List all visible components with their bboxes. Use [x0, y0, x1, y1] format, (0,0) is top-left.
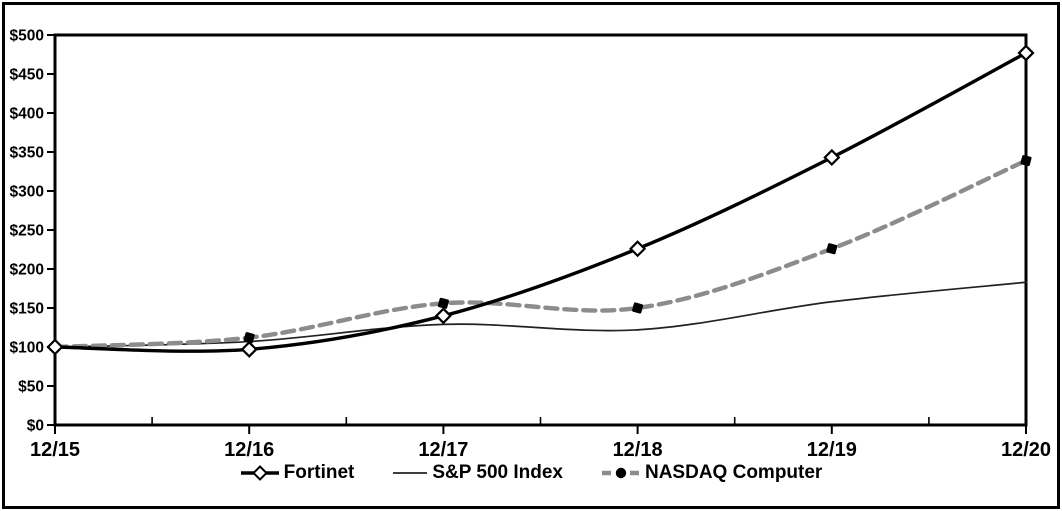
x-axis-tick-label: 12/20	[1001, 439, 1051, 461]
y-axis-tick-label: $0	[27, 418, 44, 435]
marker-nasdaq-computer	[1020, 155, 1032, 167]
x-axis-tick-label: 12/15	[30, 439, 80, 461]
y-axis-tick-label: $200	[10, 262, 44, 279]
marker-fortinet	[46, 338, 64, 356]
y-axis-tick-label: $450	[10, 67, 44, 84]
marker-nasdaq-computer	[243, 332, 255, 344]
y-axis-tick-label: $500	[10, 28, 44, 45]
marker-fortinet	[823, 148, 841, 167]
marker-fortinet	[434, 307, 452, 325]
x-axis-tick-label: 12/18	[613, 439, 663, 461]
legend-item-nasdaq-computer: NASDAQ Computer	[601, 462, 822, 484]
x-axis-tick-label: 12/17	[418, 439, 468, 461]
legend-label-nasdaq-computer: NASDAQ Computer	[644, 462, 823, 483]
y-axis-tick-label: $250	[10, 223, 44, 240]
legend-item-fortinet: Fortinet	[240, 462, 355, 484]
series-line-nasdaq-computer	[52, 158, 1029, 350]
marker-fortinet	[1017, 44, 1035, 62]
legend-label-sp500: S&P 500 Index	[432, 462, 563, 483]
y-axis-tick-label: $300	[10, 184, 44, 201]
sp500-legend-marker	[393, 472, 428, 474]
legend-label-fortinet: Fortinet	[283, 462, 355, 483]
legend-item-sp500: S&P 500 Index	[392, 462, 563, 484]
fortinet-legend-marker	[240, 465, 279, 481]
marker-nasdaq-computer	[826, 243, 838, 255]
x-axis-tick-label: 12/19	[807, 439, 857, 461]
marker-fortinet	[240, 340, 258, 358]
y-axis-tick-label: $350	[10, 145, 44, 162]
nasdaq-legend-marker	[601, 467, 640, 479]
marker-nasdaq-computer	[437, 297, 449, 309]
series-line-fortinet	[53, 51, 1028, 353]
marker-fortinet	[629, 240, 647, 258]
marker-nasdaq-computer	[632, 302, 644, 314]
y-axis-tick-label: $150	[10, 301, 44, 318]
series-line-s-p-500-index	[54, 281, 1027, 348]
y-axis-tick-label: $400	[10, 106, 44, 123]
x-axis-tick-label: 12/16	[224, 439, 274, 461]
y-axis-tick-label: $100	[10, 340, 44, 357]
chart-legend: Fortinet S&P 500 Index NASDAQ Computer	[0, 462, 1062, 484]
y-axis-tick-label: $50	[18, 379, 44, 396]
